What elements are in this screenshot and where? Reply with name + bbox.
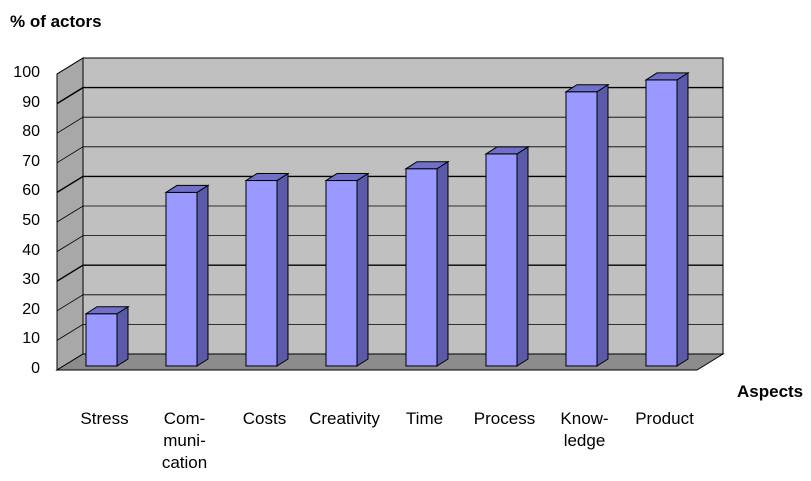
category-label: Costs: [242, 409, 287, 428]
gridline: [56, 57, 723, 75]
category-label: Creativity: [309, 409, 380, 428]
bar: [644, 72, 690, 367]
category-label: Product: [635, 409, 694, 428]
y-axis-label: % of actors: [10, 12, 102, 31]
bars: [84, 72, 690, 367]
bar: [484, 146, 530, 367]
y-tick-label: 10: [22, 330, 40, 348]
category-label: Time: [405, 409, 444, 428]
y-tick-label: 80: [22, 123, 40, 141]
y-tick-label: 30: [22, 271, 40, 289]
bar: [84, 305, 130, 367]
floor: [55, 353, 725, 371]
category-label: Com- muni- cation: [161, 409, 208, 472]
bar: [564, 83, 610, 367]
chart-walls: [55, 57, 725, 371]
gridline: [56, 116, 723, 134]
y-tick-label: 70: [22, 152, 40, 170]
y-tick-label: 100: [13, 64, 40, 81]
y-tick-label: 20: [22, 300, 40, 318]
gridline: [56, 86, 723, 105]
y-tick-label: 60: [22, 182, 40, 200]
bar: [324, 172, 370, 367]
y-tick-label: 50: [22, 212, 40, 229]
category-label: Stress: [80, 409, 129, 428]
bar: [404, 160, 450, 367]
category-label: Process: [473, 409, 536, 428]
y-tick-label: 40: [22, 241, 40, 259]
y-tick-label: 0: [31, 360, 40, 377]
category-label: Know- ledge: [560, 409, 609, 450]
bar: [164, 184, 210, 367]
y-tick-label: 90: [22, 93, 40, 111]
x-axis-label: Aspects: [737, 382, 804, 401]
bar: [244, 172, 290, 367]
